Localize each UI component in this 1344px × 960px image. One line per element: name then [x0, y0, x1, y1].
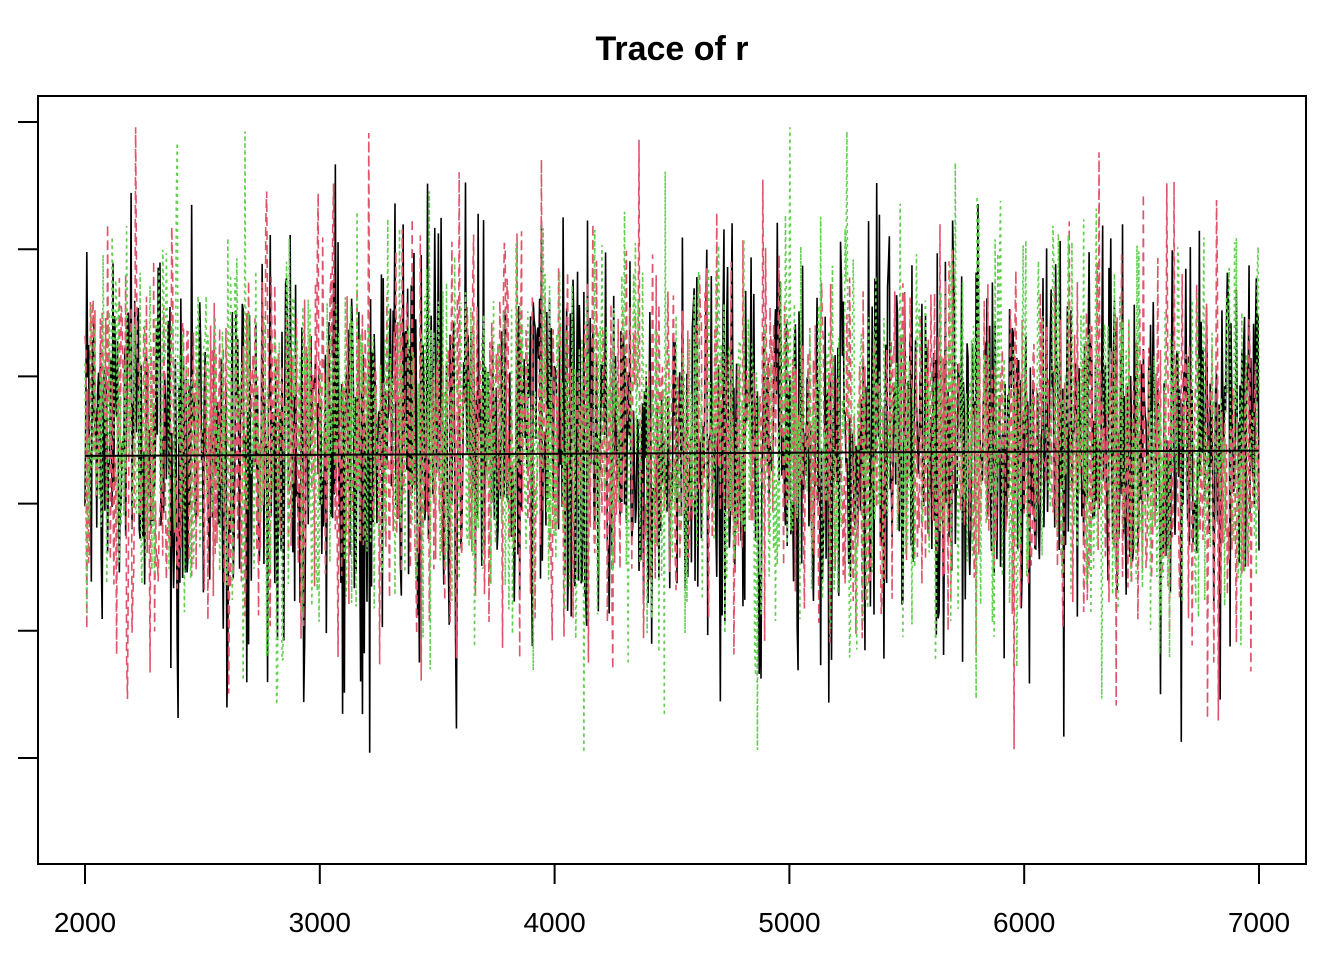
chain-2-trace [84, 127, 1260, 750]
x-axis: 2000 3000 4000 5000 6000 7000 [54, 863, 1290, 938]
chain-3-trace [84, 127, 1260, 753]
x-tick-label: 7000 [1228, 907, 1290, 938]
running-mean-line [84, 449, 1260, 457]
x-tick-label: 5000 [758, 907, 820, 938]
x-tick-label: 6000 [993, 907, 1055, 938]
trace-lines [84, 127, 1260, 753]
x-tick-label: 2000 [54, 907, 116, 938]
y-axis [18, 121, 39, 759]
x-tick-label: 3000 [289, 907, 351, 938]
x-tick-label: 4000 [523, 907, 585, 938]
chart-title: Trace of r [595, 30, 748, 68]
